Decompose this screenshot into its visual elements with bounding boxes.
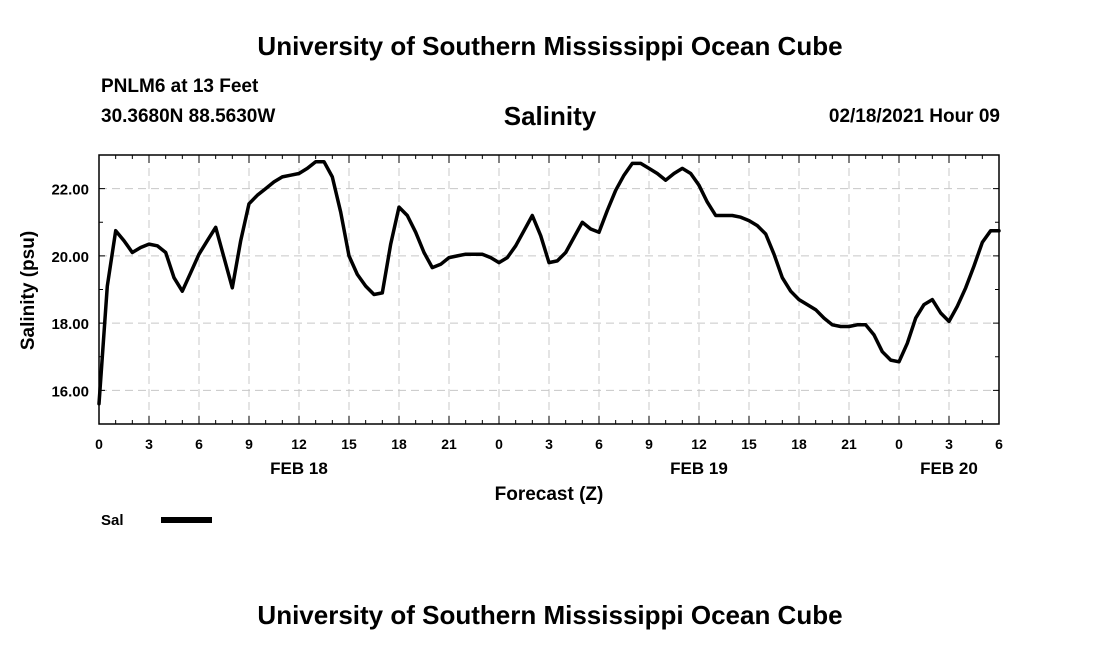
x-tick-label: 0: [495, 436, 503, 452]
x-tick-label: 15: [741, 436, 757, 452]
y-tick-label: 16.00: [51, 383, 89, 400]
station-label: PNLM6 at 13 Feet: [101, 76, 259, 97]
x-axis-title: Forecast (Z): [495, 484, 604, 505]
chart-title: Salinity: [503, 101, 597, 131]
x-day-label: FEB 18: [270, 459, 328, 478]
x-tick-label: 6: [995, 436, 1003, 452]
footer-title: University of Southern Mississippi Ocean…: [257, 600, 843, 630]
y-axis-title: Salinity (psu): [18, 231, 39, 350]
x-tick-label: 12: [691, 436, 707, 452]
x-tick-label: 18: [391, 436, 407, 452]
x-tick-label: 12: [291, 436, 307, 452]
series-line-sal: [97, 159, 1001, 406]
x-tick-label: 9: [245, 436, 253, 452]
y-tick-label: 20.00: [51, 249, 89, 266]
axes: [98, 154, 1000, 425]
x-tick-label: 21: [441, 436, 457, 452]
axis-labels: 16.00 18.00 20.00 22.00 0 3 6 9 12 15 18 21 0 3 6 9 12 15…: [18, 182, 1003, 505]
series-layer: [97, 159, 1001, 406]
forecast-run-time: 02/18/2021 Hour 09: [828, 106, 1000, 127]
plot-frame: [98, 154, 1000, 425]
x-tick-label: 21: [841, 436, 857, 452]
x-tick-label: 9: [645, 436, 653, 452]
legend-label: Sal: [101, 512, 124, 529]
x-tick-label: 6: [195, 436, 203, 452]
y-tick-label: 18.00: [51, 316, 89, 333]
grid-lines: [99, 155, 999, 424]
x-tick-label: 0: [895, 436, 903, 452]
x-day-label: FEB 19: [670, 459, 728, 478]
legend: Sal: [101, 512, 212, 529]
y-tick-label: 22.00: [51, 182, 89, 199]
x-day-label: FEB 20: [920, 459, 978, 478]
x-tick-label: 3: [545, 436, 553, 452]
x-tick-label: 6: [595, 436, 603, 452]
x-tick-label: 3: [945, 436, 953, 452]
x-tick-label: 15: [341, 436, 357, 452]
station-coordinates: 30.3680N 88.5630W: [101, 106, 276, 127]
x-tick-label: 18: [791, 436, 807, 452]
chart-main-title: University of Southern Mississippi Ocean…: [257, 31, 843, 61]
x-tick-label: 0: [95, 436, 103, 452]
x-tick-label: 3: [145, 436, 153, 452]
